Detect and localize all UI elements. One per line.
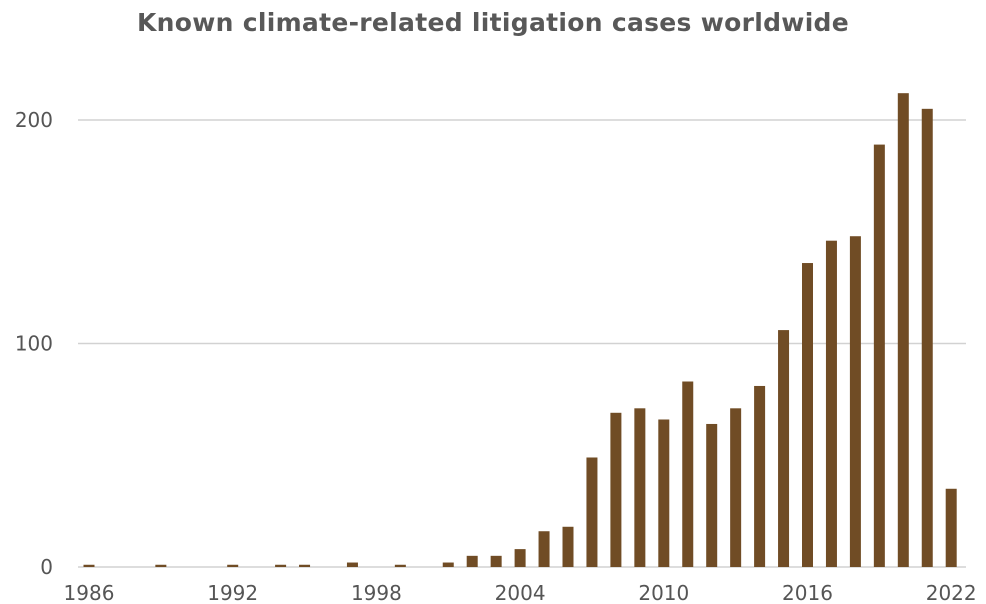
bar-2019 bbox=[873, 144, 885, 567]
bar-1986 bbox=[83, 564, 95, 567]
bars bbox=[83, 93, 957, 568]
bar-2006 bbox=[562, 526, 574, 567]
y-tick-label-0: 0 bbox=[40, 555, 53, 579]
x-tick-label-2022: 2022 bbox=[926, 581, 977, 604]
bar-2002 bbox=[466, 555, 478, 567]
bar-2005 bbox=[538, 531, 550, 567]
bar-1997 bbox=[346, 562, 358, 567]
bar-2010 bbox=[658, 419, 670, 567]
bar-2017 bbox=[825, 240, 837, 567]
y-tick-label-100: 100 bbox=[15, 332, 53, 356]
x-tick-label-2010: 2010 bbox=[638, 581, 689, 604]
bar-2015 bbox=[778, 330, 790, 567]
bar-2016 bbox=[802, 263, 813, 567]
x-tick-label-1986: 1986 bbox=[64, 581, 115, 604]
bar-2020 bbox=[897, 93, 909, 568]
bar-1992 bbox=[227, 564, 239, 567]
bar-2013 bbox=[730, 408, 742, 567]
x-axis-tick-labels: 1986 1992 1998 2004 2010 2016 2022 bbox=[64, 581, 977, 604]
bar-2021 bbox=[921, 108, 933, 567]
bar-2004 bbox=[514, 549, 526, 567]
y-axis-tick-labels: 0 100 200 bbox=[15, 108, 53, 579]
x-tick-label-1992: 1992 bbox=[207, 581, 258, 604]
chart-title: Known climate-related litigation cases w… bbox=[136, 8, 850, 37]
bar-2008 bbox=[610, 412, 622, 567]
bar-2007 bbox=[586, 457, 598, 567]
x-tick-label-2016: 2016 bbox=[782, 581, 833, 604]
bar-2022 bbox=[945, 488, 957, 567]
bar-1999 bbox=[394, 564, 406, 567]
bar-2018 bbox=[849, 236, 861, 567]
bar-2009 bbox=[634, 408, 646, 567]
bar-1994 bbox=[275, 564, 287, 567]
bar-2014 bbox=[754, 385, 766, 567]
bar-2001 bbox=[442, 562, 454, 567]
x-tick-label-1998: 1998 bbox=[351, 581, 402, 604]
bar-2012 bbox=[706, 423, 718, 567]
bar-1989 bbox=[155, 564, 167, 567]
y-tick-label-200: 200 bbox=[15, 108, 53, 132]
bar-2003 bbox=[490, 555, 502, 567]
bar-1995 bbox=[299, 564, 311, 567]
x-tick-label-2004: 2004 bbox=[495, 581, 546, 604]
bar-2011 bbox=[682, 381, 694, 567]
